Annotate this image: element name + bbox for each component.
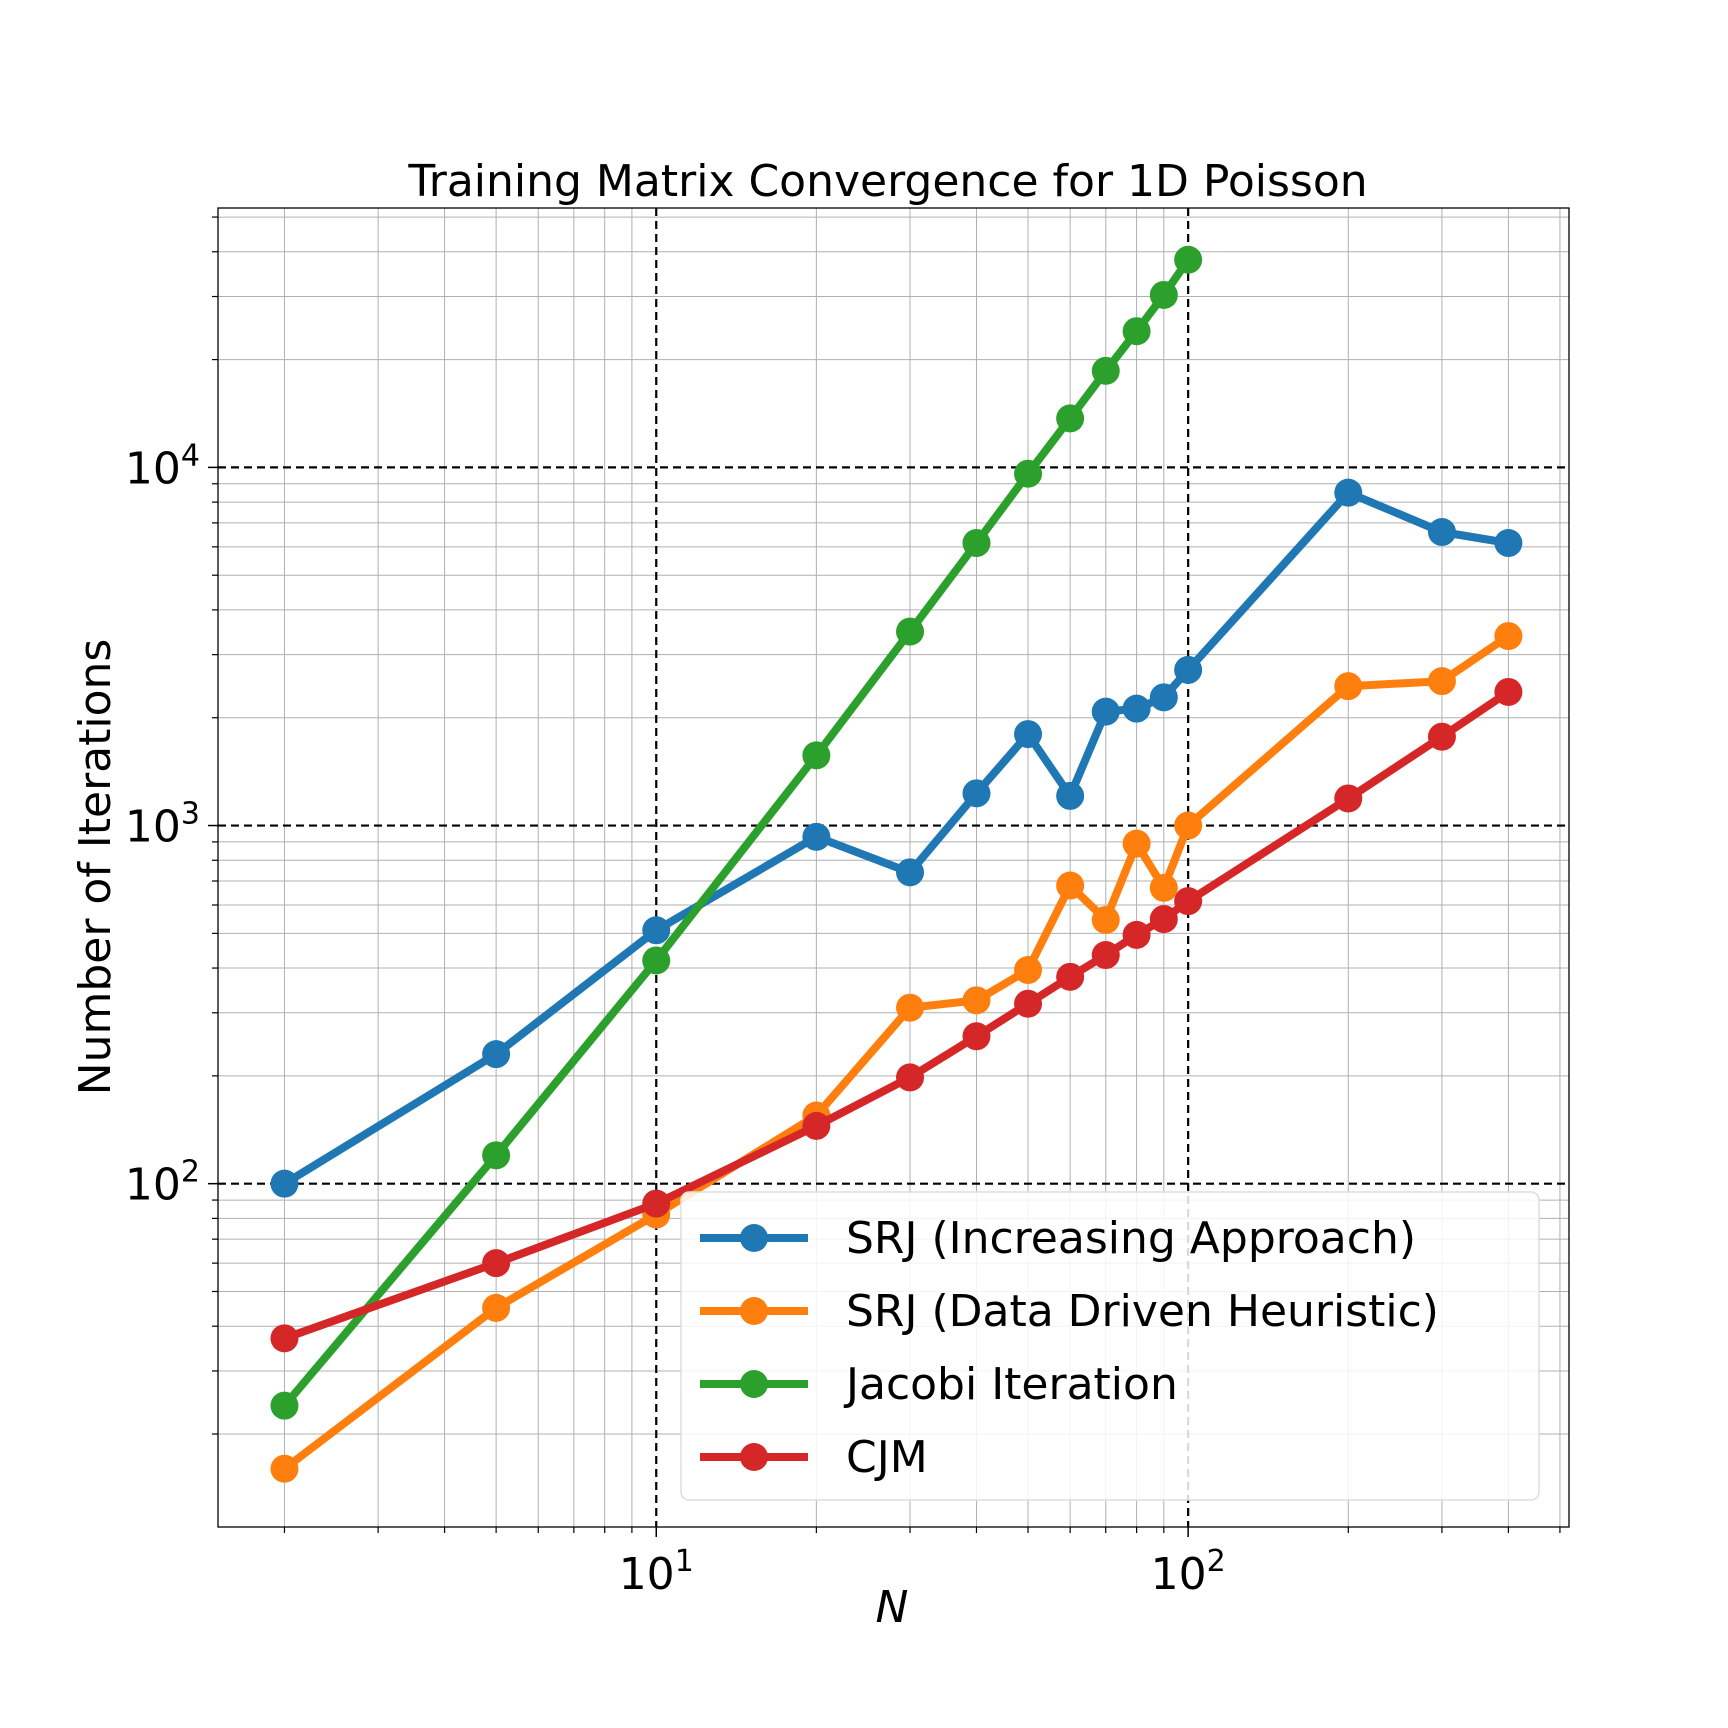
data-point (1014, 956, 1043, 985)
data-point (270, 1169, 299, 1198)
data-point (1174, 655, 1203, 684)
data-point (896, 1063, 925, 1092)
data-point (1014, 720, 1043, 749)
x-tick-label-base: 10 (619, 1549, 675, 1600)
data-point (1334, 478, 1363, 507)
legend-label: SRJ (Data Driven Heuristic) (846, 1286, 1439, 1337)
data-point (1149, 280, 1178, 309)
y-tick-label-base: 10 (125, 1160, 181, 1211)
data-point (270, 1454, 299, 1483)
x-tick-label: 101 (619, 1544, 694, 1600)
tick-marks (208, 216, 1561, 1537)
series-group (270, 478, 1523, 1198)
data-point (962, 779, 991, 808)
legend-swatch-marker (740, 1224, 768, 1252)
x-tick-label-base: 10 (1151, 1549, 1207, 1600)
data-point (1091, 905, 1120, 934)
data-point (1056, 404, 1085, 433)
data-point (1427, 667, 1456, 696)
data-point (1174, 887, 1203, 916)
y-tick-label: 104 (125, 438, 200, 494)
data-point (482, 1141, 511, 1170)
y-tick-label: 102 (125, 1155, 200, 1211)
y-tick-label-exponent: 2 (181, 1155, 200, 1190)
legend-label: Jacobi Iteration (843, 1359, 1178, 1410)
data-point (1174, 245, 1203, 274)
data-point (896, 617, 925, 646)
legend: SRJ (Increasing Approach) SRJ (Data Drive… (680, 1191, 1540, 1501)
data-point (1014, 459, 1043, 488)
x-tick-label: 102 (1151, 1544, 1226, 1600)
y-tick-label-exponent: 4 (181, 438, 200, 473)
data-point (270, 1391, 299, 1420)
data-point (896, 993, 925, 1022)
data-point (1494, 677, 1523, 706)
data-point (1122, 920, 1151, 949)
y-tick-label-base: 10 (125, 802, 181, 853)
data-point (1056, 962, 1085, 991)
data-point (482, 1249, 511, 1278)
data-point (1427, 518, 1456, 547)
data-point (270, 1324, 299, 1353)
data-point (1494, 622, 1523, 651)
data-point (896, 858, 925, 887)
legend-label: SRJ (Increasing Approach) (846, 1213, 1416, 1264)
series-group (270, 245, 1203, 1420)
series-layer (270, 245, 1523, 1483)
legend-item: SRJ (Increasing Approach) (700, 1213, 1416, 1264)
data-point (1334, 784, 1363, 813)
data-point (1091, 941, 1120, 970)
data-point (642, 946, 671, 975)
legend-item: Jacobi Iteration (700, 1359, 1178, 1410)
data-point (962, 529, 991, 558)
data-point (1334, 672, 1363, 701)
data-point (1149, 905, 1178, 934)
data-point (1149, 873, 1178, 902)
data-point (1122, 317, 1151, 346)
data-point (1014, 989, 1043, 1018)
data-point (482, 1293, 511, 1322)
legend-item: SRJ (Data Driven Heuristic) (700, 1286, 1439, 1337)
data-point (1427, 722, 1456, 751)
data-point (802, 822, 831, 851)
data-point (642, 1189, 671, 1218)
data-point (1091, 697, 1120, 726)
data-point (1056, 871, 1085, 900)
legend-swatch-marker (740, 1297, 768, 1325)
y-tick-label-base: 10 (125, 443, 181, 494)
x-tick-label-exponent: 2 (1207, 1544, 1226, 1579)
y-tick-label: 103 (125, 797, 200, 853)
data-point (802, 1111, 831, 1140)
series-group (270, 677, 1523, 1353)
data-point (1494, 529, 1523, 558)
y-axis-label: Number of Iterations (70, 639, 121, 1096)
data-point (962, 1022, 991, 1051)
data-point (1149, 683, 1178, 712)
data-point (482, 1040, 511, 1069)
data-point (1122, 694, 1151, 723)
data-point (642, 916, 671, 945)
legend-frame (680, 1191, 1540, 1501)
data-point (1091, 356, 1120, 385)
y-tick-label-exponent: 3 (181, 797, 200, 832)
x-tick-label-exponent: 1 (675, 1544, 694, 1579)
x-axis-label: N (876, 1582, 909, 1633)
data-point (962, 986, 991, 1015)
legend-swatch-marker (740, 1443, 768, 1471)
legend-swatch-marker (740, 1370, 768, 1398)
legend-item: CJM (700, 1432, 928, 1483)
data-point (1174, 811, 1203, 840)
data-point (802, 741, 831, 770)
plot-frame (217, 207, 1570, 1528)
legend-label: CJM (846, 1432, 928, 1483)
chart-title: Training Matrix Convergence for 1D Poiss… (407, 156, 1367, 207)
data-point (1056, 781, 1085, 810)
data-point (1122, 829, 1151, 858)
